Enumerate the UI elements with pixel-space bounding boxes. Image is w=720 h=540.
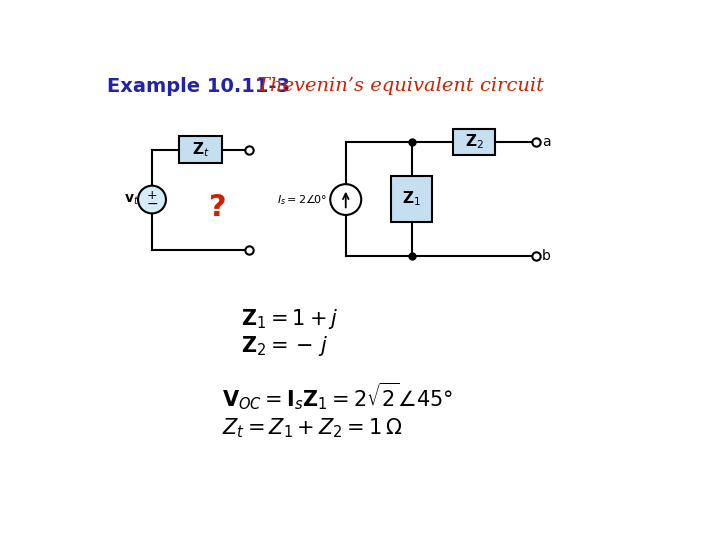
Text: b: b bbox=[542, 249, 551, 263]
Text: Example 10.11-3: Example 10.11-3 bbox=[107, 77, 290, 96]
Bar bbox=[392, 176, 432, 222]
Text: −: − bbox=[146, 197, 158, 211]
Text: Thevenin’s equivalent circuit: Thevenin’s equivalent circuit bbox=[256, 77, 544, 96]
Text: ?: ? bbox=[209, 193, 227, 222]
Bar bbox=[453, 129, 495, 155]
Text: $\mathbf{Z}_1$: $\mathbf{Z}_1$ bbox=[402, 190, 421, 208]
Text: $I_s = 2\angle\!0°$: $I_s = 2\angle\!0°$ bbox=[277, 192, 327, 207]
Text: $\mathbf{V}_{OC} = \mathbf{I}_s\mathbf{Z}_1 = 2\sqrt{2}\angle 45°$: $\mathbf{V}_{OC} = \mathbf{I}_s\mathbf{Z… bbox=[222, 380, 453, 412]
Text: $Z_t = Z_1 + Z_2 = 1\,\Omega$: $Z_t = Z_1 + Z_2 = 1\,\Omega$ bbox=[222, 416, 402, 440]
Circle shape bbox=[138, 186, 166, 213]
Text: +: + bbox=[147, 189, 157, 202]
Text: $\mathbf{Z}_2 = -\,j$: $\mathbf{Z}_2 = -\,j$ bbox=[241, 334, 329, 358]
Text: $\mathbf{Z}_1 = 1 + j$: $\mathbf{Z}_1 = 1 + j$ bbox=[241, 307, 338, 331]
Bar bbox=[179, 137, 222, 163]
Text: $\mathbf{v}_t$: $\mathbf{v}_t$ bbox=[124, 192, 140, 207]
Text: $\mathbf{Z}_t$: $\mathbf{Z}_t$ bbox=[192, 140, 210, 159]
Circle shape bbox=[330, 184, 361, 215]
Text: a: a bbox=[542, 135, 551, 149]
Text: $\mathbf{Z}_2$: $\mathbf{Z}_2$ bbox=[464, 132, 483, 151]
